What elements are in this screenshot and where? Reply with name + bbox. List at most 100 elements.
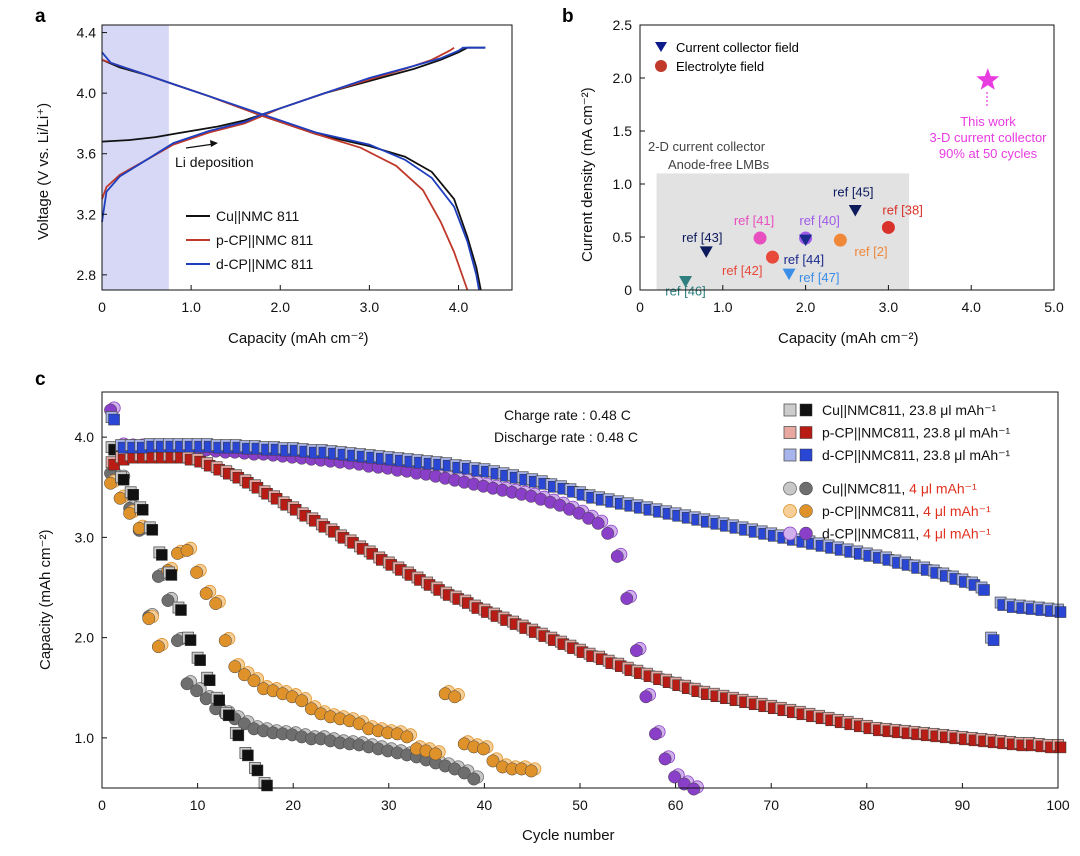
legend-name: d-CP||NMC811, — [822, 526, 923, 542]
legend-label: Cu||NMC811, 4 μl mAh⁻¹ — [822, 481, 977, 497]
panel-b-chart: 2-D current collector Anode-free LMBs re… — [579, 17, 1064, 347]
discharge-marker — [448, 690, 462, 704]
this-work-line-1: This work — [960, 114, 1016, 129]
discharge-marker — [108, 413, 120, 426]
discharge-marker — [171, 634, 184, 648]
discharge-marker — [639, 690, 653, 704]
panel-a-ylabel: Voltage (V vs. Li/Li⁺) — [35, 103, 52, 240]
x-tick-label: 100 — [1046, 797, 1070, 813]
point-label: ref [42] — [722, 263, 762, 278]
legend-label: d-CP||NMC811, 23.8 μl mAh⁻¹ — [822, 447, 1011, 463]
legend-label: Cu||NMC811, 23.8 μl mAh⁻¹ — [822, 402, 997, 418]
point-label: ref [40] — [799, 213, 839, 228]
y-tick-label: 2.0 — [613, 70, 633, 86]
y-tick-label: 0.5 — [613, 229, 633, 245]
legend-ratio: 23.8 μl mAh⁻¹ — [909, 402, 996, 418]
x-tick-label: 0 — [98, 299, 106, 315]
x-tick-label: 90 — [955, 797, 971, 813]
point-triangle — [699, 246, 713, 258]
li-deposition-region — [102, 25, 169, 290]
legend-name: Cu||NMC811, — [822, 481, 909, 497]
panel-b-xlabel: Capacity (mAh cm⁻²) — [778, 330, 918, 347]
discharge-marker — [132, 521, 146, 535]
discharge-marker — [117, 473, 130, 486]
point-circle — [765, 250, 779, 264]
legend-filled-circle — [799, 526, 813, 541]
legend-filled-square — [799, 426, 813, 439]
discharge-marker — [247, 674, 261, 688]
discharge-marker — [199, 692, 213, 706]
legend-name: Cu||NMC811, — [822, 402, 909, 418]
charge-rate-text: Charge rate : 0.48 C — [504, 407, 631, 423]
legend-ratio: 23.8 μl mAh⁻¹ — [923, 425, 1010, 441]
panel-b-frame — [639, 24, 1055, 291]
point-triangle — [848, 205, 862, 217]
discharge-marker — [156, 549, 168, 561]
panel-c-xlabel: Cycle number — [522, 827, 615, 844]
discharge-marker — [620, 592, 634, 605]
discharge-marker — [601, 526, 615, 540]
y-tick-label: 3.0 — [75, 529, 95, 545]
li-deposition-annotation: Li deposition — [175, 154, 254, 170]
discharge-marker — [175, 604, 187, 616]
point-label: ref [46] — [665, 284, 705, 299]
legend-label: Cu||NMC 811 — [216, 208, 299, 224]
legend-triangle — [655, 42, 667, 52]
discharge-marker — [658, 752, 672, 766]
point-circle — [881, 220, 895, 234]
y-tick-label: 0 — [624, 282, 632, 298]
x-tick-label: 1.0 — [713, 299, 733, 315]
discharge-marker — [218, 634, 232, 648]
discharge-marker — [194, 654, 206, 666]
point-label: ref [41] — [734, 213, 774, 228]
panel-c-chart: 0 10 20 30 40 50 60 70 80 90 100 1.0 2.0 3.0 4.0 Cycle… — [37, 391, 1070, 844]
legend-label: p-CP||NMC 811 — [216, 232, 313, 248]
discharge-marker — [113, 491, 127, 505]
discharge-marker — [629, 644, 643, 658]
discharge-marker — [123, 506, 137, 520]
discharge-marker — [649, 727, 662, 741]
discharge-marker — [165, 569, 178, 581]
legend-open-circle — [783, 526, 797, 541]
point-triangle — [799, 234, 813, 247]
discharge-marker — [457, 766, 471, 780]
discharge-marker — [223, 709, 235, 722]
discharge-marker — [136, 504, 149, 516]
point-triangle — [782, 268, 796, 281]
legend-label: d-CP||NMC 811 — [216, 256, 313, 272]
discharge-marker — [687, 782, 701, 796]
point-circle — [753, 231, 767, 245]
discharge-marker — [486, 754, 500, 768]
x-tick-label: 0 — [636, 299, 644, 315]
legend-filled-circle — [799, 504, 813, 518]
discharge-marker — [400, 730, 414, 744]
x-tick-label: 50 — [572, 797, 588, 813]
y-tick-label: 3.6 — [77, 146, 97, 162]
panel-a-label: a — [35, 6, 46, 27]
discharge-marker — [213, 694, 225, 707]
legend-ratio: 23.8 μl mAh⁻¹ — [923, 447, 1010, 463]
discharge-marker — [190, 566, 204, 579]
x-tick-label: 2.0 — [796, 299, 816, 315]
discharge-marker — [190, 684, 204, 698]
x-tick-label: 40 — [477, 797, 493, 813]
y-tick-label: 3.2 — [77, 206, 97, 222]
point-label: ref [2] — [854, 244, 887, 259]
discharge-marker — [104, 476, 118, 490]
point-label: ref [43] — [682, 230, 722, 245]
discharge-marker — [429, 747, 443, 761]
x-tick-label: 30 — [381, 797, 397, 813]
legend-open-square — [783, 403, 797, 417]
legend-open-square — [783, 448, 797, 462]
point-label: ref [38] — [882, 202, 922, 217]
x-tick-label: 2.0 — [271, 299, 291, 315]
discharge-marker — [978, 584, 990, 596]
legend-ratio: 4 μl mAh⁻¹ — [923, 503, 991, 519]
panel-c-label: c — [35, 369, 46, 390]
panel-a-xlabel: Capacity (mAh cm⁻²) — [228, 330, 368, 347]
legend-name: p-CP||NMC811, — [822, 503, 923, 519]
li-deposition-arrowhead — [210, 140, 218, 147]
legend-name: d-CP||NMC811, — [822, 447, 923, 463]
panel-b-label: b — [562, 6, 574, 27]
